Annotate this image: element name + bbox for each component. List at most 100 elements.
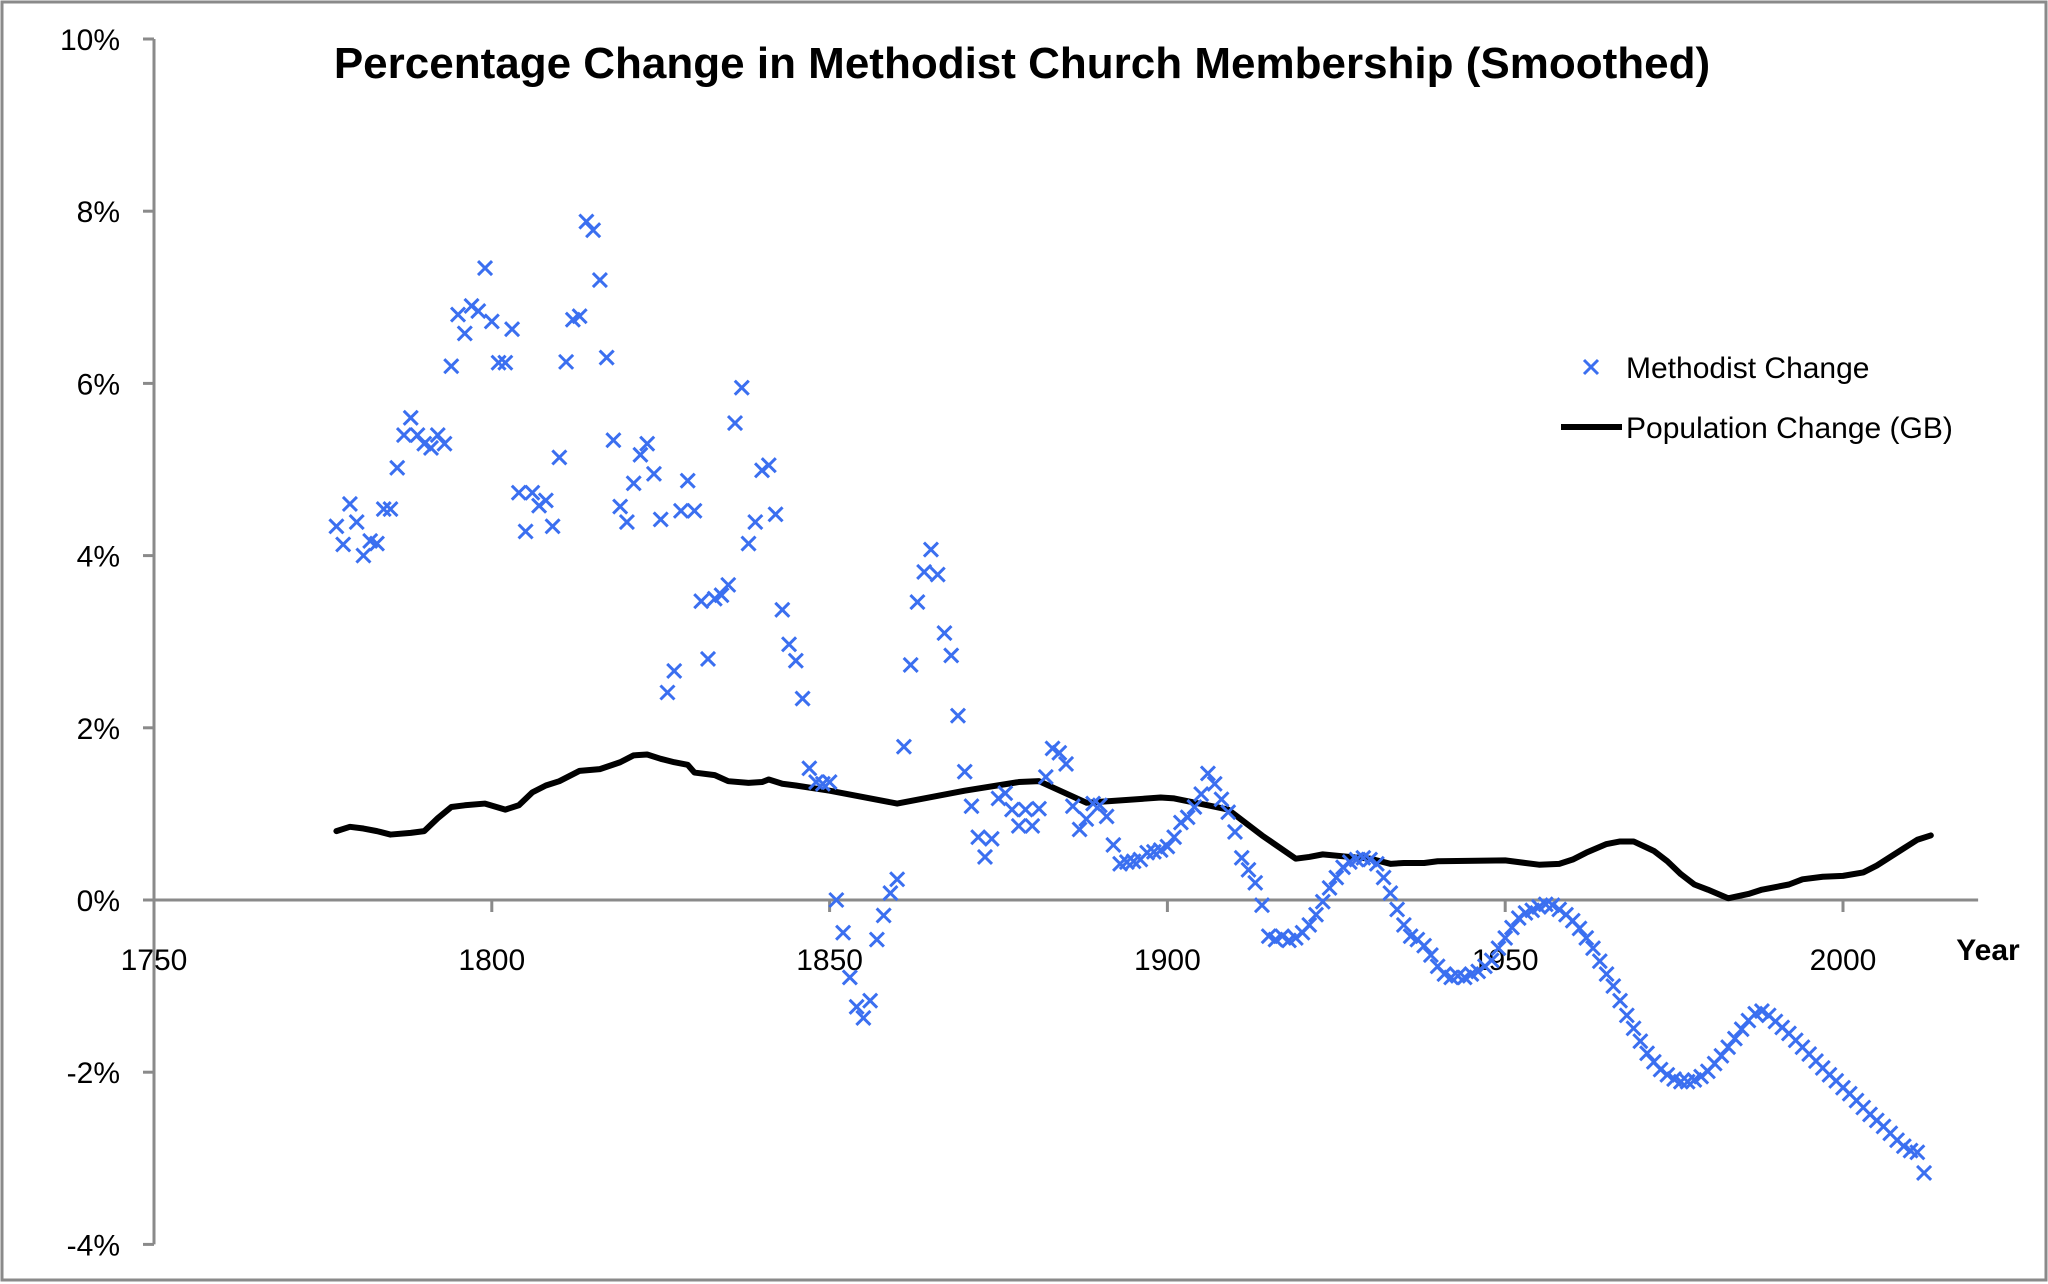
methodist-point (1726, 1030, 1743, 1047)
methodist-point (1605, 978, 1622, 995)
methodist-point (632, 446, 649, 463)
methodist-point (679, 472, 696, 489)
methodist-point (882, 885, 899, 902)
methodist-point (1497, 929, 1514, 946)
y-tick-label: 10% (60, 24, 120, 57)
methodist-point (639, 435, 656, 452)
methodist-point (1186, 798, 1203, 816)
methodist-point (828, 891, 845, 909)
methodist-point (848, 998, 865, 1015)
methodist-point (862, 992, 879, 1009)
methodist-point (341, 495, 358, 513)
methodist-point (740, 535, 757, 552)
methodist-point (1105, 836, 1122, 853)
methodist-point (524, 484, 541, 501)
legend-x-marker (1582, 358, 1600, 376)
methodist-point (1591, 953, 1608, 970)
methodist-point (976, 848, 994, 866)
methodist-point (835, 924, 852, 941)
methodist-point (855, 1009, 872, 1027)
methodist-point (335, 536, 352, 553)
methodist-point (1226, 823, 1244, 841)
methodist-point (605, 432, 622, 449)
methodist-point (1199, 765, 1217, 782)
methodist-point (943, 647, 960, 664)
methodist-point (1672, 1073, 1689, 1090)
methodist-point (1307, 906, 1325, 923)
methodist-point (483, 313, 500, 330)
methodist-point (1578, 929, 1595, 946)
methodist-point (1024, 817, 1041, 835)
x-tick-label: 1950 (1472, 944, 1539, 977)
methodist-point (1584, 940, 1602, 957)
methodist-point (1098, 808, 1115, 825)
methodist-point (1611, 992, 1629, 1009)
methodist-point (889, 871, 906, 888)
methodist-point (1166, 829, 1183, 846)
methodist-point (686, 502, 703, 519)
population-line (333, 751, 1934, 902)
methodist-point (585, 222, 602, 239)
methodist-point (1159, 838, 1176, 855)
methodist-point (476, 259, 494, 277)
methodist-point (659, 684, 676, 701)
methodist-point (956, 763, 973, 780)
methodist-point (1091, 797, 1108, 814)
y-tick-label: 8% (77, 196, 120, 229)
methodist-point (1253, 897, 1271, 914)
methodist-point (1233, 849, 1250, 866)
methodist-point (997, 785, 1014, 802)
y-tick-label: 0% (77, 885, 120, 918)
methodist-point (1003, 801, 1021, 818)
methodist-point (497, 354, 514, 371)
methodist-point (699, 650, 717, 667)
methodist-point (1490, 940, 1507, 957)
methodist-point (1416, 937, 1433, 954)
methodist-point (1321, 879, 1338, 897)
methodist-point (983, 830, 1000, 847)
methodist-point (1064, 798, 1081, 815)
methodist-point (1625, 1020, 1642, 1037)
methodist-point (328, 518, 345, 535)
population-series (333, 751, 1934, 902)
methodist-point (436, 435, 453, 452)
legend-marker-methodist (1582, 358, 1600, 376)
methodist-point (875, 907, 892, 924)
methodist-point (395, 426, 413, 444)
methodist-point (1213, 791, 1230, 808)
methodist-point (1503, 919, 1521, 936)
methodist-point (1071, 821, 1088, 838)
methodist-point (916, 563, 933, 581)
methodist-point (1328, 869, 1345, 886)
methodist-point (1078, 811, 1095, 828)
methodist-point (1598, 965, 1615, 983)
x-axis-label: Year (1956, 934, 2020, 967)
methodist-point (612, 498, 629, 515)
methodist-point (970, 829, 987, 846)
methodist-point (1017, 801, 1034, 818)
methodist-point (348, 513, 365, 531)
methodist-point (1179, 809, 1196, 826)
legend-label-methodist: Methodist Change (1626, 352, 1870, 385)
methodist-point (1051, 744, 1068, 761)
methodist-point (551, 449, 568, 466)
x-tick-label: 1900 (1134, 944, 1201, 977)
x-tick-label: 1800 (458, 944, 525, 977)
methodist-point (1057, 755, 1075, 773)
methodist-point (1422, 947, 1439, 964)
methodist-point (510, 484, 527, 501)
methodist-point (591, 272, 608, 289)
methodist-point (774, 601, 791, 618)
methodist-point (443, 358, 460, 375)
methodist-point (1030, 800, 1048, 817)
methodist-point (1375, 869, 1392, 886)
methodist-point (544, 518, 561, 535)
methodist-point (733, 379, 750, 396)
methodist-point (1010, 817, 1027, 835)
methodist-point (456, 325, 473, 342)
methodist-point (895, 738, 912, 755)
methodist-point (1301, 916, 1318, 934)
methodist-point (375, 501, 392, 518)
